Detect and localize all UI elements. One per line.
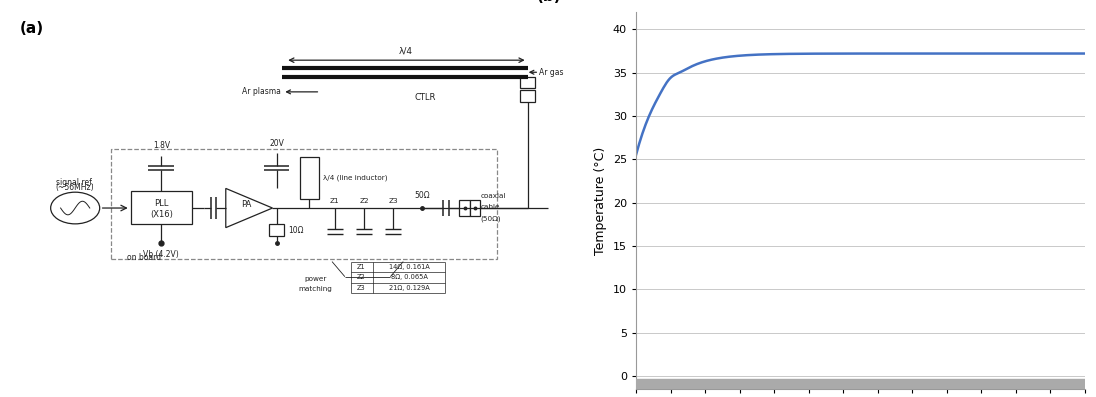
Text: (b): (b) [537, 0, 562, 4]
Text: PLL: PLL [155, 199, 169, 208]
Bar [269, 224, 284, 236]
Text: 21Ω, 0.129A: 21Ω, 0.129A [389, 285, 430, 291]
Y-axis label: Temperature (°C): Temperature (°C) [594, 146, 607, 254]
Bar [520, 77, 535, 88]
Text: Z1: Z1 [357, 264, 365, 270]
Text: CTLR: CTLR [414, 93, 436, 102]
Text: (50Ω): (50Ω) [481, 215, 501, 222]
Bar [112, 149, 496, 259]
Bar [300, 157, 319, 198]
Text: Z3: Z3 [388, 197, 398, 204]
Text: (a): (a) [20, 21, 44, 37]
Text: on board: on board [126, 252, 161, 262]
Text: Z1: Z1 [330, 197, 340, 204]
Text: Z2: Z2 [357, 274, 366, 280]
Text: signal ref.: signal ref. [56, 178, 94, 187]
Text: Vb (4.2V): Vb (4.2V) [144, 250, 179, 259]
Text: 8Ω, 0.065A: 8Ω, 0.065A [390, 274, 427, 280]
Text: λ/4: λ/4 [399, 46, 413, 55]
Text: 20V: 20V [270, 139, 284, 148]
Text: Z3: Z3 [357, 285, 365, 291]
Text: 10Ω: 10Ω [288, 226, 304, 235]
Bar [636, 379, 1085, 389]
Text: power: power [305, 276, 327, 282]
Text: 14Ω, 0.161A: 14Ω, 0.161A [389, 264, 430, 270]
Text: (~56MHz): (~56MHz) [56, 183, 94, 192]
Text: Ar gas: Ar gas [539, 68, 563, 77]
Bar [520, 91, 535, 102]
Text: cable: cable [481, 204, 501, 210]
Bar [459, 200, 470, 216]
Text: 1.8V: 1.8V [152, 141, 170, 150]
Text: Ar plasma: Ar plasma [242, 87, 281, 96]
Text: (X16): (X16) [150, 210, 173, 219]
Text: Z2: Z2 [359, 197, 369, 204]
Bar [130, 191, 192, 224]
Text: matching: matching [299, 286, 332, 292]
Text: PA: PA [241, 200, 251, 209]
Bar [470, 200, 480, 216]
Text: coaxial: coaxial [481, 193, 506, 199]
Text: 50Ω: 50Ω [414, 191, 431, 200]
Text: λ/4 (line inductor): λ/4 (line inductor) [323, 175, 388, 181]
